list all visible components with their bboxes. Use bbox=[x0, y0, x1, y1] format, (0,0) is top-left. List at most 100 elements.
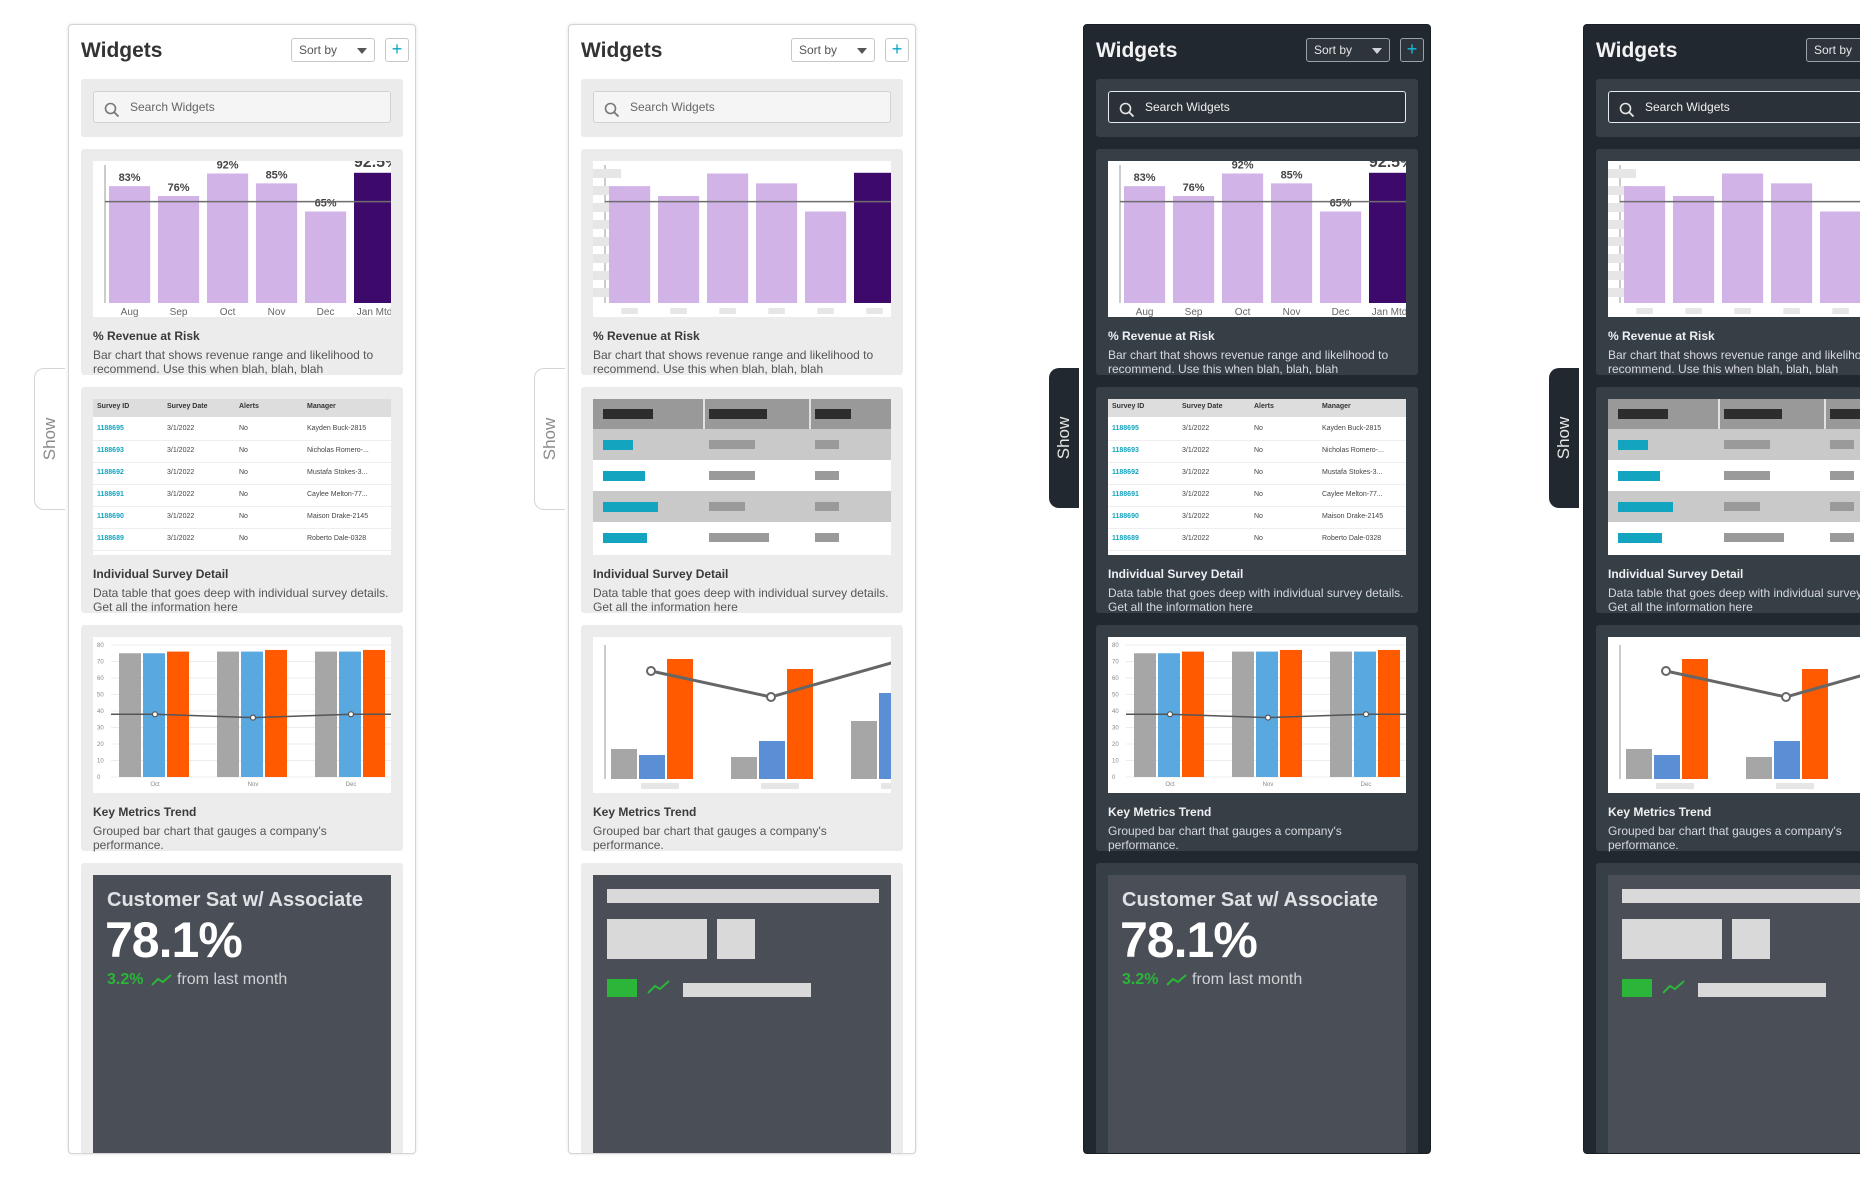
skeleton-label bbox=[1656, 783, 1694, 789]
show-tab[interactable]: Show bbox=[534, 368, 565, 510]
search-area: Search Widgets bbox=[1096, 79, 1418, 137]
survey-id-link[interactable]: 1188692 bbox=[1112, 469, 1139, 476]
metric-bar bbox=[1626, 749, 1652, 779]
show-tab[interactable]: Show bbox=[1549, 368, 1579, 508]
data-label: 76% bbox=[168, 182, 190, 194]
widget-card-kpi[interactable] bbox=[581, 863, 903, 1153]
data-label: 65% bbox=[315, 198, 337, 210]
skeleton-label bbox=[1685, 308, 1702, 314]
survey-id-link[interactable]: 1188691 bbox=[1112, 491, 1139, 498]
revenue-bar bbox=[158, 196, 200, 303]
table-row[interactable]: 1188693 3/1/2022 No Nicholas Romero-... bbox=[93, 441, 391, 463]
survey-id-link[interactable]: 1188689 bbox=[1112, 535, 1139, 542]
sort-by-dropdown[interactable]: Sort by bbox=[791, 38, 875, 62]
table-row[interactable]: 1188692 3/1/2022 No Mustafa Stokes-3... bbox=[93, 463, 391, 485]
metric-bar bbox=[1232, 651, 1254, 777]
column-header[interactable]: Alerts bbox=[1254, 403, 1274, 410]
survey-id-link[interactable]: 1188693 bbox=[1112, 447, 1139, 454]
widget-card-survey[interactable]: Individual Survey Detail Data table that … bbox=[1596, 387, 1860, 646]
sort-by-dropdown[interactable]: Sort by bbox=[1306, 38, 1390, 62]
show-tab[interactable]: Show bbox=[34, 368, 65, 510]
search-icon bbox=[104, 99, 120, 129]
search-input[interactable]: Search Widgets bbox=[1108, 91, 1406, 123]
widget-card-metrics[interactable]: Key Metrics Trend Grouped bar chart that … bbox=[1596, 625, 1860, 884]
show-tab[interactable]: Show bbox=[1049, 368, 1079, 508]
survey-id-link[interactable]: 1188692 bbox=[97, 469, 124, 476]
skeleton-id bbox=[1618, 440, 1648, 450]
widget-card-revenue[interactable]: Aug 83% Sep 76% Oct 92% Nov 85% Dec 65% Jan Mtd 92.… bbox=[81, 149, 403, 408]
metric-bar bbox=[119, 653, 141, 777]
table-row[interactable]: 1188693 3/1/2022 No Nicholas Romero-... bbox=[1108, 441, 1406, 463]
widget-thumbnail bbox=[593, 161, 891, 317]
table-cell: No bbox=[239, 535, 248, 542]
table-row[interactable]: 1188692 3/1/2022 No Mustafa Stokes-3... bbox=[1108, 463, 1406, 485]
trend-point bbox=[1264, 714, 1272, 721]
widget-card-kpi[interactable] bbox=[1596, 863, 1860, 1153]
widget-description: Bar chart that shows revenue range and l… bbox=[1108, 348, 1389, 376]
search-input[interactable]: Search Widgets bbox=[1608, 91, 1860, 123]
column-header[interactable]: Manager bbox=[1322, 403, 1351, 410]
sort-by-dropdown[interactable]: Sort by bbox=[291, 38, 375, 62]
survey-id-link[interactable]: 1188689 bbox=[97, 535, 124, 542]
widget-card-kpi[interactable]: Customer Sat w/ Associate 78.1% 3.2% from l… bbox=[81, 863, 403, 1153]
kpi-delta-label: from last month bbox=[1192, 971, 1303, 988]
widget-card-kpi[interactable]: Customer Sat w/ Associate 78.1% 3.2% from l… bbox=[1096, 863, 1418, 1153]
survey-table: Survey ID Survey Date Alerts Manager 1188695… bbox=[93, 399, 391, 555]
skeleton-date bbox=[1724, 440, 1770, 449]
table-row[interactable]: 1188690 3/1/2022 No Maison Drake-2145 bbox=[1108, 507, 1406, 529]
column-header[interactable]: Manager bbox=[307, 403, 336, 410]
table-row[interactable]: 1188695 3/1/2022 No Kayden Buck-2815 bbox=[1108, 419, 1406, 441]
table-cell: Mustafa Stokes-3... bbox=[1322, 469, 1383, 476]
survey-id-link[interactable]: 1188690 bbox=[97, 513, 124, 520]
column-header[interactable]: Survey ID bbox=[1112, 403, 1145, 410]
widget-card-metrics[interactable]: 80 70 60 50 40 30 20 10 0 Oct Nov Dec Key Metrics Tr… bbox=[81, 625, 403, 884]
add-widget-button[interactable]: + bbox=[385, 38, 409, 62]
skeleton-row bbox=[1608, 522, 1860, 553]
x-tick-label: Nov bbox=[1263, 782, 1274, 788]
column-header[interactable]: Survey Date bbox=[1182, 403, 1223, 410]
survey-id-link[interactable]: 1188695 bbox=[97, 425, 124, 432]
table-row[interactable]: 1188689 3/1/2022 No Roberto Dale-0328 bbox=[93, 529, 391, 551]
survey-id-link[interactable]: 1188691 bbox=[97, 491, 124, 498]
skeleton-alert bbox=[815, 471, 839, 480]
key-metrics-chart bbox=[1619, 645, 1860, 789]
panel-header: Widgets Sort by + bbox=[1096, 35, 1424, 67]
widget-card-revenue[interactable]: Aug 83% Sep 76% Oct 92% Nov 85% Dec 65% Jan Mtd 92.… bbox=[1096, 149, 1418, 408]
widget-card-revenue[interactable]: % Revenue at Risk Bar chart that shows re… bbox=[1596, 149, 1860, 408]
survey-id-link[interactable]: 1188693 bbox=[97, 447, 124, 454]
survey-id-link[interactable]: 1188690 bbox=[1112, 513, 1139, 520]
column-header[interactable]: Survey ID bbox=[97, 403, 130, 410]
survey-id-link[interactable]: 1188695 bbox=[1112, 425, 1139, 432]
skeleton-row bbox=[593, 429, 891, 460]
skeleton-block bbox=[607, 889, 879, 903]
widget-description: Bar chart that shows revenue range and l… bbox=[593, 348, 874, 376]
widget-card-metrics[interactable]: Key Metrics Trend Grouped bar chart that … bbox=[581, 625, 903, 884]
table-row[interactable]: 1188689 3/1/2022 No Roberto Dale-0328 bbox=[1108, 529, 1406, 551]
widget-card-survey[interactable]: Survey ID Survey Date Alerts Manager 1188695… bbox=[1096, 387, 1418, 646]
table-row[interactable]: 1188691 3/1/2022 No Caylee Melton-77... bbox=[93, 485, 391, 507]
widget-card-survey[interactable]: Survey ID Survey Date Alerts Manager 1188695… bbox=[81, 387, 403, 646]
table-row[interactable]: 1188695 3/1/2022 No Kayden Buck-2815 bbox=[93, 419, 391, 441]
widget-thumbnail: Aug 83% Sep 76% Oct 92% Nov 85% Dec 65% Jan Mtd 92.… bbox=[93, 161, 391, 317]
widget-card-survey[interactable]: Individual Survey Detail Data table that … bbox=[581, 387, 903, 646]
column-header[interactable]: Survey Date bbox=[167, 403, 208, 410]
table-cell: Kayden Buck-2815 bbox=[307, 425, 367, 432]
revenue-bar bbox=[805, 211, 847, 303]
chevron-down-icon bbox=[1372, 48, 1382, 54]
table-row[interactable]: 1188690 3/1/2022 No Maison Drake-2145 bbox=[93, 507, 391, 529]
add-widget-button[interactable]: + bbox=[1400, 38, 1424, 62]
sort-by-dropdown[interactable]: Sort by bbox=[1806, 38, 1860, 62]
add-widget-button[interactable]: + bbox=[885, 38, 909, 62]
widget-card-metrics[interactable]: 80 70 60 50 40 30 20 10 0 Oct Nov Dec Key Metrics Tr… bbox=[1096, 625, 1418, 884]
revenue-bar bbox=[658, 196, 700, 303]
skeleton-label bbox=[670, 308, 687, 314]
table-row[interactable]: 1188691 3/1/2022 No Caylee Melton-77... bbox=[1108, 485, 1406, 507]
widget-card-revenue[interactable]: % Revenue at Risk Bar chart that shows re… bbox=[581, 149, 903, 408]
search-input[interactable]: Search Widgets bbox=[593, 91, 891, 123]
chevron-down-icon bbox=[357, 48, 367, 54]
widget-title: Individual Survey Detail bbox=[1608, 567, 1744, 581]
column-header[interactable]: Alerts bbox=[239, 403, 259, 410]
x-tick-label: Aug bbox=[121, 307, 139, 317]
table-cell: Maison Drake-2145 bbox=[307, 513, 369, 520]
search-input[interactable]: Search Widgets bbox=[93, 91, 391, 123]
